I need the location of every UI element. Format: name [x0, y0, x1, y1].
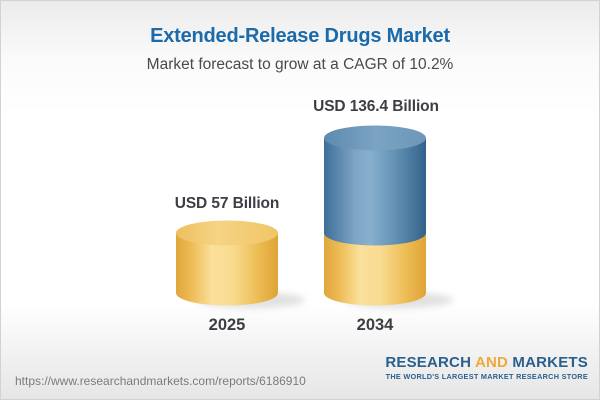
- value-label-2025: USD 57 Billion: [174, 195, 280, 212]
- category-label-2034: 2034: [356, 316, 394, 334]
- logo-word-and: AND: [474, 354, 509, 371]
- bar-2034-growth-segment: [324, 138, 426, 246]
- bar-2025-body: [176, 233, 278, 306]
- cylinder-bar-chart: [176, 125, 453, 308]
- logo-wordmark: RESEARCH AND MARKETS: [385, 355, 588, 370]
- value-label-2034: USD 136.4 Billion: [313, 98, 439, 115]
- bar-2034-base-segment: [324, 233, 426, 306]
- chart-subtitle: Market forecast to grow at a CAGR of 10.…: [146, 56, 454, 73]
- logo-word-research: RESEARCH: [385, 354, 472, 371]
- logo-tagline: THE WORLD'S LARGEST MARKET RESEARCH STOR…: [385, 372, 588, 381]
- bar-2034: [324, 125, 453, 308]
- bar-2025: [176, 220, 305, 308]
- category-label-2025: 2025: [208, 316, 246, 334]
- report-url[interactable]: https://www.researchandmarkets.com/repor…: [15, 374, 306, 388]
- bar-2025-top: [176, 220, 278, 246]
- company-logo: RESEARCH AND MARKETS THE WORLD'S LARGEST…: [385, 355, 588, 380]
- chart-title: Extended-Release Drugs Market: [150, 25, 450, 47]
- logo-word-markets: MARKETS: [512, 354, 588, 371]
- bar-2034-top: [324, 125, 426, 151]
